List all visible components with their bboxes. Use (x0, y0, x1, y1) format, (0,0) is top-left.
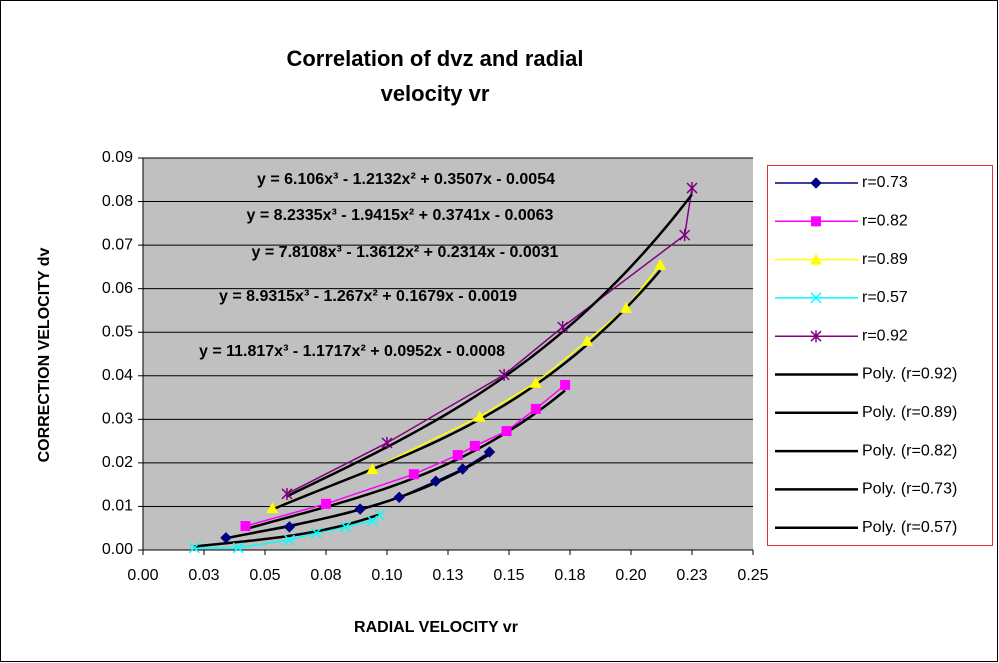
trendline-equation: y = 11.817x³ - 1.1717x² + 0.0952x - 0.00… (199, 343, 505, 360)
marker (810, 330, 822, 343)
legend-label: r=0.73 (862, 174, 908, 191)
x-tick-label: 0.05 (249, 567, 280, 584)
x-tick-label: 0.25 (737, 567, 768, 584)
legend-box (767, 165, 993, 546)
marker (560, 379, 571, 390)
legend-label: r=0.57 (862, 289, 908, 306)
x-tick-label: 0.20 (615, 567, 646, 584)
marker (283, 521, 296, 533)
trendline (286, 193, 693, 498)
x-tick-label: 0.15 (493, 567, 524, 584)
marker (686, 182, 698, 195)
marker (281, 487, 293, 500)
trendline-equation: y = 8.2335x³ - 1.9415x² + 0.3741x - 0.00… (247, 207, 554, 224)
y-tick-label: 0.04 (102, 367, 133, 384)
chart-title: Correlation of dvz and radial (286, 46, 583, 71)
y-tick-label: 0.07 (102, 236, 133, 253)
legend-label: Poly. (r=0.92) (862, 366, 957, 383)
chart-title: velocity vr (381, 81, 490, 106)
marker (354, 503, 366, 515)
marker (366, 462, 379, 474)
marker (240, 521, 251, 532)
legend-label: r=0.82 (862, 213, 908, 230)
legend-label: r=0.92 (862, 327, 908, 344)
y-tick-label: 0.06 (102, 280, 133, 297)
marker (321, 498, 331, 509)
x-tick-label: 0.23 (676, 567, 707, 584)
legend-label: Poly. (r=0.73) (862, 481, 957, 498)
marker (810, 177, 822, 189)
legend-label: Poly. (r=0.82) (862, 442, 957, 459)
y-tick-label: 0.01 (102, 498, 133, 515)
y-tick-label: 0.00 (102, 541, 133, 558)
marker (483, 446, 496, 458)
legend-label: Poly. (r=0.57) (862, 519, 957, 536)
marker (408, 469, 419, 480)
marker (620, 301, 633, 313)
marker (381, 436, 393, 449)
marker (581, 334, 594, 346)
marker (557, 320, 569, 333)
trendline-equation: y = 6.106x³ - 1.2132x² + 0.3507x - 0.005… (257, 171, 555, 188)
series-line (286, 187, 693, 495)
legend-label: Poly. (r=0.89) (862, 404, 957, 421)
marker (339, 521, 352, 533)
marker (456, 463, 469, 475)
x-tick-label: 0.08 (310, 567, 341, 584)
y-tick-label: 0.02 (102, 454, 133, 471)
marker (366, 515, 378, 527)
marker (232, 542, 244, 554)
marker (283, 534, 295, 546)
y-axis-title: CORRECTION VELOCITY dv (36, 247, 53, 462)
marker (501, 426, 512, 437)
trendline (245, 389, 566, 531)
trendline-equation: y = 7.8108x³ - 1.3612x² + 0.2314x - 0.00… (252, 244, 559, 261)
marker (810, 253, 822, 265)
marker (654, 258, 667, 270)
plot-area (143, 158, 753, 550)
marker (529, 376, 542, 388)
marker (188, 542, 200, 554)
marker (430, 475, 442, 487)
trendline-equation: y = 8.9315x³ - 1.267x² + 0.1679x - 0.001… (219, 288, 517, 305)
marker (810, 292, 822, 304)
marker (679, 229, 691, 242)
y-tick-label: 0.05 (102, 323, 133, 340)
marker (266, 502, 279, 514)
y-tick-label: 0.03 (102, 411, 133, 428)
marker (811, 216, 821, 227)
trendline (271, 269, 662, 511)
x-tick-label: 0.18 (554, 567, 585, 584)
y-tick-label: 0.08 (102, 193, 133, 210)
x-tick-label: 0.10 (371, 567, 402, 584)
x-tick-label: 0.00 (127, 567, 158, 584)
y-tick-label: 0.09 (102, 149, 133, 166)
marker (530, 403, 541, 414)
marker (452, 450, 463, 461)
marker (469, 440, 480, 451)
marker (374, 509, 386, 521)
marker (310, 527, 322, 539)
x-tick-label: 0.03 (188, 567, 219, 584)
legend-label: r=0.89 (862, 251, 908, 268)
marker (220, 532, 232, 544)
marker (473, 410, 486, 422)
marker (498, 368, 510, 381)
x-tick-label: 0.13 (432, 567, 463, 584)
x-axis-title: RADIAL VELOCITY vr (354, 619, 518, 636)
marker (393, 491, 405, 504)
